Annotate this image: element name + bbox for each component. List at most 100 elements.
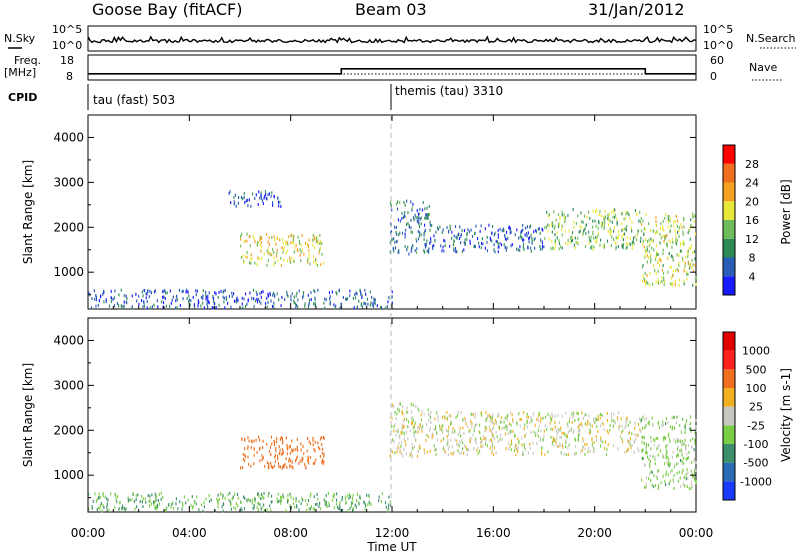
scatter-cell — [537, 227, 539, 231]
scatter-cell — [295, 457, 298, 461]
scatter-cell — [319, 447, 321, 451]
scatter-cell — [548, 214, 550, 218]
scatter-cell — [410, 402, 412, 406]
scatter-cell — [391, 403, 393, 407]
scatter-cell — [280, 263, 283, 267]
scatter-cell — [262, 439, 264, 443]
scatter-cell — [551, 441, 553, 445]
scatter-cell — [316, 263, 319, 267]
scatter-cell — [621, 424, 623, 428]
scatter-cell — [469, 239, 471, 243]
scatter-cell — [398, 441, 400, 445]
scatter-cell — [263, 503, 265, 507]
scatter-cell — [591, 225, 594, 229]
scatter-cell — [689, 237, 691, 241]
scatter-cell — [667, 462, 669, 466]
velocity-colorbar-tick: -1000 — [740, 475, 772, 488]
scatter-cell — [454, 438, 456, 442]
scatter-cell — [264, 301, 267, 305]
scatter-cell — [649, 454, 651, 458]
scatter-cell — [217, 505, 219, 509]
scatter-cell — [154, 500, 156, 504]
scatter-cell — [521, 453, 523, 457]
scatter-cell — [401, 423, 403, 427]
scatter-cell — [200, 295, 202, 299]
scatter-cell — [241, 466, 244, 470]
scatter-cell — [268, 243, 270, 247]
scatter-cell — [694, 257, 696, 261]
scatter-cell — [427, 217, 429, 221]
scatter-cell — [236, 300, 238, 304]
scatter-cell — [675, 240, 677, 244]
scatter-cell — [274, 239, 276, 243]
scatter-cell — [135, 292, 137, 296]
scatter-cell — [217, 493, 219, 497]
scatter-cell — [385, 505, 387, 509]
scatter-cell — [131, 294, 133, 298]
scatter-cell — [391, 290, 393, 294]
scatter-cell — [559, 215, 561, 219]
scatter-cell — [258, 257, 260, 261]
scatter-cell — [539, 231, 541, 235]
scatter-cell — [99, 496, 101, 500]
scatter-cell — [478, 241, 480, 245]
scatter-cell — [531, 419, 533, 423]
scatter-cell — [421, 409, 423, 413]
scatter-cell — [277, 236, 279, 240]
scatter-cell — [335, 290, 337, 294]
scatter-cell — [645, 442, 648, 446]
scatter-cell — [233, 506, 235, 510]
scatter-cell — [674, 220, 676, 224]
scatter-cell — [321, 460, 323, 464]
scatter-cell — [165, 304, 167, 308]
scatter-cell — [665, 449, 668, 453]
scatter-cell — [570, 239, 573, 243]
scatter-cell — [102, 292, 104, 296]
scatter-cell — [663, 228, 665, 232]
scatter-cell — [196, 495, 198, 499]
scatter-cell — [524, 447, 527, 451]
scatter-cell — [626, 235, 628, 239]
scatter-cell — [176, 306, 178, 310]
scatter-cell — [165, 507, 167, 511]
scatter-cell — [671, 469, 673, 473]
scatter-cell — [258, 494, 260, 498]
scatter-cell — [564, 230, 566, 234]
scatter-cell — [665, 473, 667, 477]
scatter-cell — [280, 204, 282, 208]
scatter-cell — [304, 462, 306, 466]
scatter-cell — [291, 449, 294, 453]
scatter-cell — [95, 293, 97, 297]
scatter-cell — [444, 416, 446, 420]
scatter-cell — [270, 464, 272, 468]
scatter-cell — [403, 447, 405, 451]
scatter-cell — [145, 292, 147, 296]
scatter-cell — [287, 249, 289, 253]
scatter-cell — [682, 259, 684, 263]
scatter-cell — [336, 492, 338, 496]
scatter-cell — [153, 502, 155, 506]
scatter-cell — [205, 290, 207, 294]
scatter-cell — [518, 412, 520, 416]
scatter-cell — [288, 445, 290, 449]
scatter-cell — [105, 300, 107, 304]
scatter-cell — [589, 428, 591, 432]
scatter-cell — [222, 502, 225, 506]
scatter-cell — [115, 494, 117, 498]
scatter-cell — [521, 436, 523, 440]
scatter-cell — [293, 250, 295, 254]
scatter-cell — [531, 241, 533, 245]
scatter-cell — [678, 261, 680, 265]
scatter-cell — [431, 434, 433, 438]
scatter-cell — [108, 304, 111, 308]
scatter-cell — [652, 229, 654, 233]
scatter-cell — [247, 204, 249, 208]
scatter-cell — [627, 242, 629, 246]
scatter-cell — [684, 423, 687, 427]
power-colorbar-tick: 4 — [749, 270, 756, 283]
scatter-cell — [625, 242, 628, 246]
scatter-cell — [390, 200, 392, 204]
scatter-cell — [665, 456, 667, 460]
scatter-cell — [335, 304, 337, 308]
scatter-cell — [397, 200, 399, 204]
